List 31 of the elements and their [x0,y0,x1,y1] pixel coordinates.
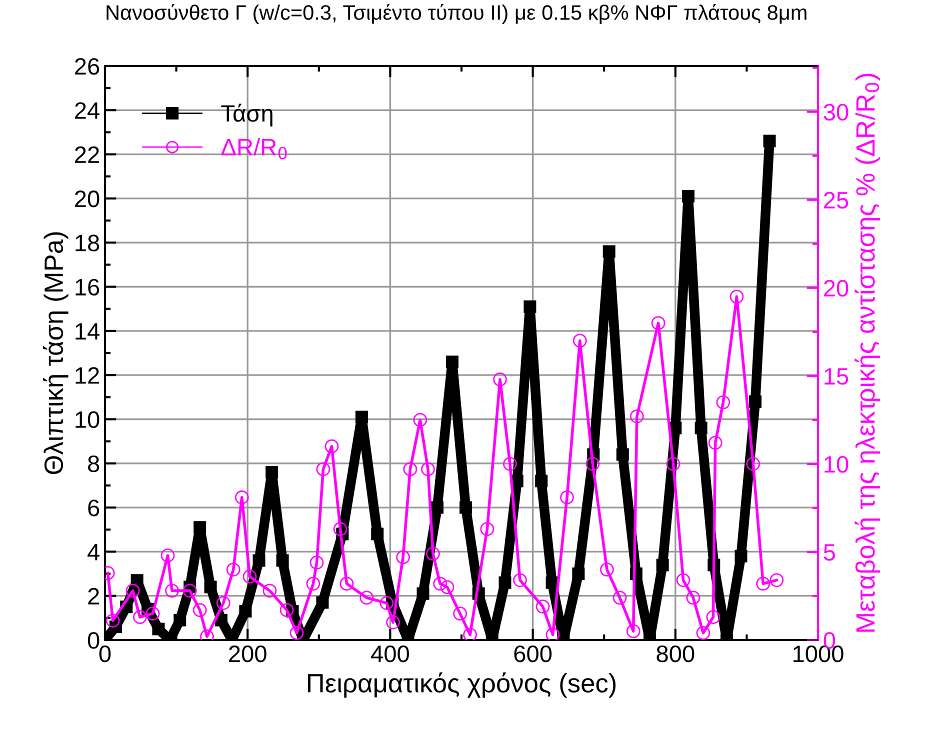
y-axis-title: Θλιπτική τάση (MPa) [42,232,68,474]
y2-tick-label: 20 [824,280,848,297]
legend-label: Τάση [221,104,272,126]
y-tick-label: 16 [76,278,100,296]
x-axis-title: Πειραματικός χρόνος (sec) [308,672,616,698]
y2-axis-title: Μεταβολή της ηλεκτρικής αντίστασης % (ΔR/R$_{0}$) [854,74,880,632]
y-tick-label: 10 [76,411,100,428]
y2-tick-label: 30 [824,104,848,121]
y-tick-label: 6 [88,500,100,516]
y-tick-label: 26 [75,58,100,75]
y2-tick-label: 5 [824,544,835,561]
x-tick-label: 200 [229,645,266,662]
y-tick-label: 24 [75,102,100,119]
y-tick-label: 2 [88,588,99,604]
y-tick-label: 0 [88,632,100,649]
y-tick-label: 22 [75,146,99,163]
y-tick-label: 12 [76,367,99,384]
y-tick-label: 18 [76,234,100,252]
y-tick-label: 20 [75,190,100,208]
y2-tick-label: 25 [824,192,848,209]
x-tick-label: 800 [656,645,694,662]
legend-label: ΔR/R$_{0}$ [221,138,287,160]
y2-tick-label: 10 [824,456,848,473]
x-tick-label: 400 [371,645,409,662]
chart-title: Νανοσύνθετο Γ (w/c=0.3, Τσιμέντο τύπου ΙΙ) με 0.15 κβ% ΝΦΓ πλάτους 8μm [106,4,806,24]
y-tick-label: 14 [76,323,100,340]
y-tick-label: 4 [88,544,100,560]
y2-tick-label: 15 [824,368,848,385]
y-tick-label: 8 [88,455,100,472]
x-tick-label: 0 [99,645,111,662]
x-tick-label: 600 [514,645,552,662]
